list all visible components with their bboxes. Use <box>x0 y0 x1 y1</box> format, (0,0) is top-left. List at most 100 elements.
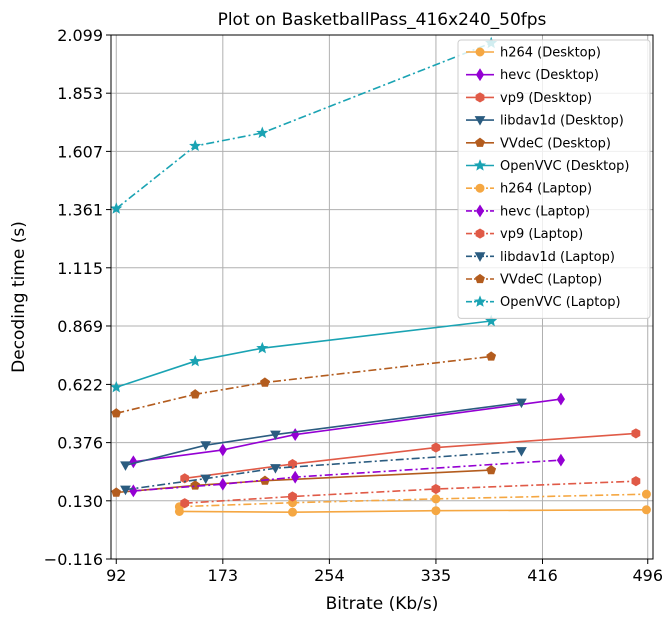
data-point <box>111 408 122 418</box>
data-point <box>120 461 131 471</box>
x-tick-label: 416 <box>527 566 558 585</box>
data-point <box>431 506 441 516</box>
legend-label: OpenVVC (Laptop) <box>500 295 621 310</box>
series-line <box>184 432 636 480</box>
chart-title: Plot on BasketballPass_416x240_50fps <box>218 10 547 30</box>
data-point <box>190 389 201 399</box>
data-point <box>110 202 123 214</box>
legend-item: vp9 (Laptop) <box>466 227 583 242</box>
series-hevc-desktop <box>129 392 566 469</box>
data-point <box>631 476 641 487</box>
y-tick-label: 2.099 <box>57 26 103 45</box>
legend-label: libdav1d (Desktop) <box>500 114 624 129</box>
series-line <box>115 42 492 210</box>
y-tick-label: 0.376 <box>57 434 103 453</box>
data-point <box>120 485 131 496</box>
data-point <box>431 494 441 504</box>
data-point <box>270 464 281 474</box>
legend-label: hevc (Laptop) <box>500 204 590 219</box>
legend: h264 (Desktop) hevc (Desktop) vp9 (Desktop… <box>457 39 651 319</box>
data-point <box>129 484 138 498</box>
series-h264-laptop <box>174 489 651 512</box>
data-point <box>641 505 651 515</box>
data-point <box>180 498 190 509</box>
data-point <box>256 341 269 354</box>
data-point <box>218 477 227 491</box>
series-line <box>125 401 522 467</box>
data-point <box>256 126 269 139</box>
x-axis-title: Bitrate (Kb/s) <box>326 594 439 614</box>
data-point <box>485 314 498 327</box>
y-tick-label: 1.115 <box>57 259 103 278</box>
data-point <box>291 428 300 441</box>
legend-label: vp9 (Laptop) <box>500 227 583 242</box>
data-point <box>475 47 485 57</box>
data-point <box>475 228 485 239</box>
legend-item: libdav1d (Desktop) <box>466 114 624 129</box>
data-point <box>516 398 527 409</box>
data-point <box>291 470 300 484</box>
data-point <box>431 483 441 495</box>
data-point <box>486 351 497 361</box>
series-h264-desktop <box>174 505 651 517</box>
legend-item: hevc (Laptop) <box>466 204 590 219</box>
series-vvdec-laptop <box>111 351 497 418</box>
legend-label: vp9 (Desktop) <box>500 91 592 106</box>
data-point <box>189 354 202 367</box>
series-line <box>116 320 492 389</box>
y-tick-label: 1.361 <box>57 201 103 220</box>
legend-item: VVdeC (Desktop) <box>466 136 611 151</box>
data-point <box>556 453 566 467</box>
data-point <box>641 489 651 499</box>
data-point <box>111 487 122 497</box>
y-tick-label: 0.869 <box>57 317 103 336</box>
data-point <box>473 295 487 307</box>
series-line <box>179 509 647 514</box>
data-point <box>189 139 202 152</box>
legend-item: OpenVVC (Desktop) <box>466 159 629 174</box>
series-line <box>184 480 636 504</box>
data-point <box>260 377 270 387</box>
series-layer <box>110 36 651 517</box>
data-point <box>556 392 566 406</box>
data-point <box>516 447 527 457</box>
data-point <box>190 480 201 490</box>
legend-item: h264 (Desktop) <box>466 46 601 61</box>
series-line <box>133 459 561 492</box>
legend-item: h264 (Laptop) <box>466 182 592 197</box>
data-point <box>200 474 212 485</box>
x-tick-label: 92 <box>106 566 126 585</box>
legend-item: hevc (Desktop) <box>466 68 599 83</box>
data-point <box>180 473 190 484</box>
data-point <box>431 442 441 453</box>
data-point <box>475 68 485 82</box>
y-tick-label: −0.116 <box>44 550 103 569</box>
series-line <box>116 355 492 415</box>
data-point <box>474 252 486 262</box>
legend-label: h264 (Laptop) <box>500 182 592 197</box>
legend-box <box>457 39 651 319</box>
data-point <box>270 430 281 441</box>
y-tick-label: 1.853 <box>57 84 103 103</box>
data-point <box>473 159 487 171</box>
y-tick-label: 1.607 <box>57 142 103 161</box>
data-point <box>475 273 485 284</box>
data-point <box>475 92 485 103</box>
series-line <box>125 450 522 491</box>
data-point <box>475 137 485 147</box>
y-tick-label: 0.130 <box>57 492 103 511</box>
x-tick-label: 496 <box>632 566 663 585</box>
legend-label: VVdeC (Laptop) <box>500 273 602 288</box>
x-tick-label: 335 <box>421 566 452 585</box>
legend-item: libdav1d (Laptop) <box>466 250 615 265</box>
y-tick-label: 0.622 <box>57 375 103 394</box>
legend-label: h264 (Desktop) <box>500 46 601 61</box>
data-point <box>486 464 497 475</box>
legend-item: VVdeC (Laptop) <box>466 273 602 288</box>
data-point <box>218 443 227 457</box>
data-point <box>288 491 297 502</box>
series-libdav1d-laptop <box>120 447 527 496</box>
series-line <box>133 398 562 463</box>
data-point <box>129 455 138 469</box>
